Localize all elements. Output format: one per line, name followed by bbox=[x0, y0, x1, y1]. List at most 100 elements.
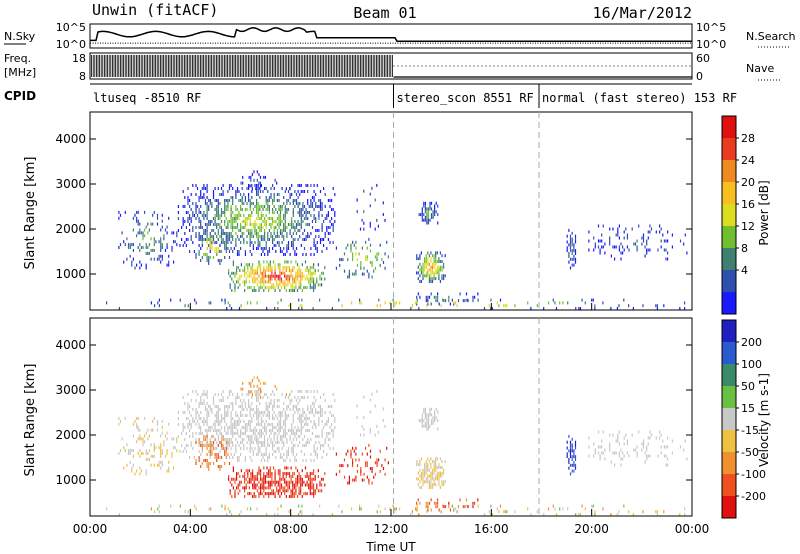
velocity-cell bbox=[264, 429, 266, 432]
velocity-cell bbox=[644, 451, 646, 455]
velocity-cell bbox=[233, 453, 235, 456]
power-cell bbox=[359, 227, 362, 231]
velocity-cell bbox=[232, 408, 234, 411]
velocity-cell bbox=[324, 472, 326, 476]
colorbar-tick-label: -15 bbox=[741, 424, 759, 437]
velocity-cell bbox=[430, 486, 432, 489]
velocity-cell bbox=[389, 507, 391, 511]
power-cell bbox=[297, 202, 299, 205]
power-cell bbox=[266, 280, 268, 284]
velocity-cell bbox=[573, 449, 575, 453]
velocity-cell bbox=[321, 489, 323, 493]
power-cell bbox=[255, 271, 257, 275]
velocity-cell bbox=[251, 435, 253, 438]
power-cell bbox=[118, 216, 120, 220]
power-cell bbox=[253, 269, 255, 272]
power-cell bbox=[168, 260, 170, 264]
colorbar-segment bbox=[722, 496, 736, 518]
power-cell bbox=[265, 226, 267, 229]
power-cell bbox=[656, 304, 658, 308]
power-cell bbox=[273, 232, 275, 235]
power-cell bbox=[240, 226, 242, 229]
colorbar-segment bbox=[722, 452, 736, 474]
velocity-cell bbox=[206, 432, 208, 435]
velocity-cell bbox=[284, 426, 286, 429]
power-cell bbox=[498, 304, 500, 308]
power-cell bbox=[439, 268, 441, 272]
power-cell bbox=[267, 250, 269, 253]
power-cell bbox=[262, 190, 264, 193]
power-cell bbox=[198, 253, 200, 256]
power-cell bbox=[277, 307, 279, 310]
power-cell bbox=[276, 241, 278, 244]
velocity-cell bbox=[256, 438, 258, 441]
velocity-cell bbox=[281, 456, 283, 459]
velocity-cell bbox=[284, 466, 286, 470]
velocity-cell bbox=[144, 416, 146, 420]
power-cell bbox=[206, 211, 208, 214]
velocity-cell bbox=[233, 423, 235, 426]
velocity-cell bbox=[290, 489, 292, 493]
velocity-cell bbox=[212, 447, 215, 450]
power-cell bbox=[252, 280, 254, 284]
velocity-cell bbox=[156, 419, 159, 423]
power-cell bbox=[187, 217, 189, 220]
velocity-cell bbox=[281, 411, 283, 414]
velocity-cell bbox=[422, 483, 424, 487]
power-cell bbox=[291, 217, 293, 220]
velocity-cell bbox=[173, 466, 175, 470]
power-cell bbox=[287, 241, 290, 244]
power-cell bbox=[436, 260, 438, 263]
power-cell bbox=[319, 199, 322, 202]
velocity-cell bbox=[189, 456, 191, 459]
velocity-cell bbox=[168, 469, 170, 473]
power-cell bbox=[394, 301, 396, 305]
velocity-cell bbox=[240, 411, 242, 414]
power-cell bbox=[536, 304, 538, 308]
power-cell bbox=[232, 202, 234, 205]
velocity-cell bbox=[427, 419, 430, 423]
velocity-cell bbox=[164, 454, 167, 458]
velocity-cell bbox=[302, 411, 304, 414]
velocity-cell bbox=[219, 456, 221, 459]
velocity-cell bbox=[269, 492, 271, 496]
velocity-cell bbox=[297, 396, 299, 399]
velocity-cell bbox=[264, 459, 266, 462]
velocity-cell bbox=[219, 432, 221, 435]
velocity-cell bbox=[260, 429, 262, 432]
power-cell bbox=[252, 271, 254, 275]
velocity-cell bbox=[273, 426, 275, 429]
power-cell bbox=[206, 238, 208, 241]
velocity-cell bbox=[227, 507, 229, 511]
velocity-cell bbox=[315, 426, 317, 429]
power-cell bbox=[241, 208, 243, 211]
power-cell bbox=[271, 286, 273, 290]
power-cell bbox=[240, 199, 242, 202]
velocity-cells bbox=[106, 376, 688, 516]
velocity-cell bbox=[282, 477, 284, 481]
velocity-cell bbox=[160, 446, 162, 450]
velocity-cell bbox=[206, 390, 208, 393]
power-cell bbox=[602, 245, 604, 249]
velocity-cell bbox=[238, 444, 240, 447]
power-cell bbox=[287, 280, 289, 284]
power-cell bbox=[244, 274, 246, 278]
velocity-cell bbox=[427, 474, 429, 478]
velocity-cell bbox=[483, 513, 486, 516]
power-cell bbox=[253, 289, 255, 292]
velocity-cell bbox=[313, 390, 315, 393]
velocity-cell bbox=[279, 456, 282, 459]
velocity-cell bbox=[392, 504, 394, 508]
velocity-cell bbox=[200, 429, 202, 432]
power-cell bbox=[257, 184, 259, 187]
power-cell bbox=[569, 249, 572, 253]
power-cell bbox=[236, 271, 238, 275]
velocity-cell bbox=[263, 472, 265, 476]
power-cell bbox=[270, 223, 272, 226]
velocity-cell bbox=[436, 474, 438, 478]
power-cell bbox=[274, 289, 276, 292]
velocity-cell bbox=[268, 411, 270, 414]
power-cell bbox=[253, 277, 255, 281]
velocity-cell bbox=[435, 477, 437, 481]
power-cell bbox=[225, 241, 227, 244]
